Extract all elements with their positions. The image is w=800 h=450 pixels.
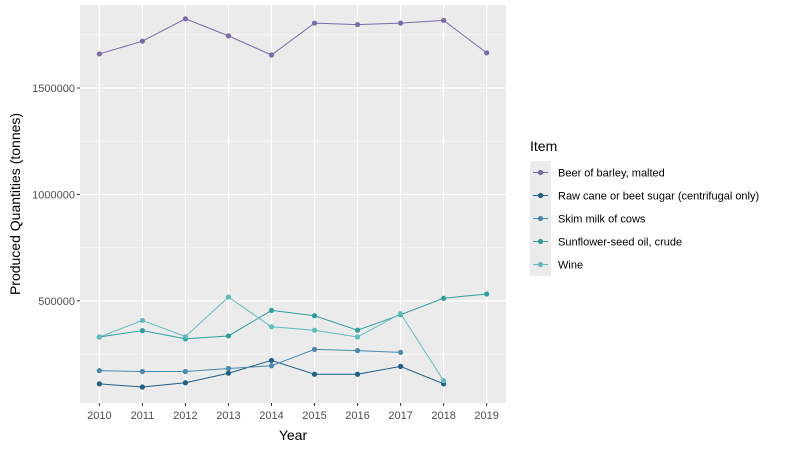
legend-label: Sunflower-seed oil, crude xyxy=(558,237,682,249)
data-point xyxy=(441,295,447,301)
x-tick-label: 2017 xyxy=(388,410,412,422)
legend-key-point xyxy=(537,261,544,268)
legend-title: Item xyxy=(530,138,557,154)
data-point xyxy=(311,313,318,319)
series-line xyxy=(99,18,487,56)
data-point xyxy=(354,334,361,340)
legend-key-point xyxy=(537,238,544,245)
data-point xyxy=(354,371,361,377)
data-point xyxy=(268,324,275,330)
data-point xyxy=(182,16,189,22)
legend-key-point xyxy=(537,192,544,199)
data-point xyxy=(268,363,275,369)
data-point xyxy=(139,384,145,390)
data-point xyxy=(139,317,145,324)
data-point xyxy=(311,371,318,377)
data-point xyxy=(441,378,447,384)
data-point xyxy=(96,368,102,374)
legend-key-point xyxy=(537,169,544,176)
axes-layer: 500000 1000000 1500000 2010 2011 2012 2013 2014… xyxy=(32,83,499,422)
data-point xyxy=(96,51,102,57)
data-point xyxy=(441,17,447,23)
data-point xyxy=(96,334,102,340)
data-point xyxy=(397,363,404,369)
data-point xyxy=(139,368,145,375)
x-tick-label: 2013 xyxy=(216,410,240,422)
x-tick-label: 2014 xyxy=(259,410,283,422)
data-point xyxy=(484,50,490,56)
data-point xyxy=(225,365,232,372)
x-tick-label: 2010 xyxy=(87,410,111,422)
x-tick-label: 2018 xyxy=(431,410,455,422)
x-tick-label: 2011 xyxy=(131,410,155,422)
data-point xyxy=(268,52,275,58)
legend-label: Wine xyxy=(558,260,583,272)
x-tick-label: 2012 xyxy=(173,410,197,422)
data-point xyxy=(311,346,318,352)
x-tick-label: 2015 xyxy=(302,410,326,422)
series-line xyxy=(99,348,401,373)
y-tick-label: 1000000 xyxy=(32,189,75,201)
data-point xyxy=(268,357,275,364)
data-point xyxy=(354,348,361,354)
data-point xyxy=(354,327,361,333)
data-point xyxy=(311,20,318,26)
y-axis-title: Produced Quantities (tonnes) xyxy=(7,113,23,295)
data-point xyxy=(311,327,318,333)
legend-label: Beer of barley, malted xyxy=(558,168,665,180)
data-point xyxy=(484,291,490,297)
y-tick-label: 500000 xyxy=(38,296,75,308)
series-layer xyxy=(96,16,490,390)
data-point xyxy=(139,328,145,334)
legend-label: Skim milk of cows xyxy=(558,214,646,226)
data-point xyxy=(225,294,232,300)
data-point xyxy=(397,20,404,26)
data-point xyxy=(225,33,232,39)
x-tick-label: 2016 xyxy=(345,410,369,422)
grid-minor xyxy=(80,34,506,355)
plot-panel xyxy=(80,5,506,403)
data-point xyxy=(182,368,189,375)
x-axis-title: Year xyxy=(279,427,308,443)
data-point xyxy=(225,333,232,339)
data-point xyxy=(397,311,404,317)
data-point xyxy=(268,307,275,314)
legend: Item Beer of barley, malted Raw cane or b… xyxy=(530,138,759,276)
series-line xyxy=(99,293,487,340)
data-point xyxy=(225,370,232,376)
legend-key-point xyxy=(537,215,544,222)
data-point xyxy=(182,380,189,386)
data-point xyxy=(354,21,361,28)
data-point xyxy=(397,349,404,355)
y-tick-label: 1500000 xyxy=(32,83,75,95)
legend-label: Raw cane or beet sugar (centrifugal only… xyxy=(558,191,759,203)
data-point xyxy=(182,333,189,340)
data-point xyxy=(96,381,102,387)
data-point xyxy=(139,38,145,44)
x-tick-label: 2019 xyxy=(474,410,498,422)
